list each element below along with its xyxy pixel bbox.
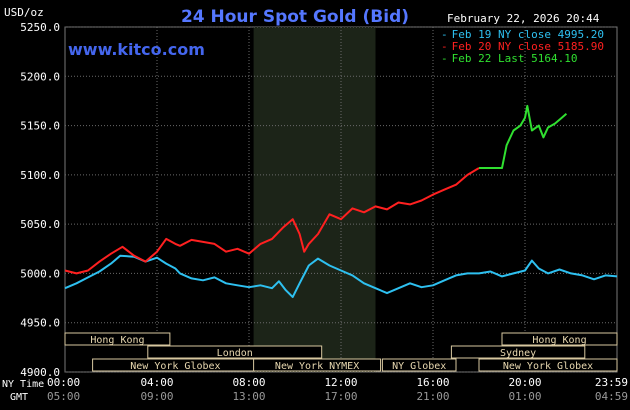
x-tick-label-ny: 12:00 [324, 376, 357, 389]
market-session-box [147, 345, 323, 359]
x-tick-label-ny: 08:00 [232, 376, 265, 389]
chart-title: 24 Hour Spot Gold (Bid) [181, 7, 409, 27]
nymex-session-shade [253, 27, 376, 372]
price-series [64, 104, 618, 299]
series-line-1 [64, 167, 480, 275]
y-axis-unit: USD/oz [4, 6, 44, 19]
x-tick-label-gmt: 17:00 [324, 390, 357, 403]
x-tick-label-gmt: 04:59 [595, 390, 628, 403]
grid [65, 26, 617, 373]
x-tick-label-ny: 00:00 [47, 376, 80, 389]
x-tick-label-gmt: 21:00 [416, 390, 449, 403]
market-session-box [478, 358, 618, 372]
x-tick-label-gmt: 05:00 [47, 390, 80, 403]
y-tick-label: 4900.0 [20, 366, 60, 379]
x-tick-label-gmt: 09:00 [140, 390, 173, 403]
market-session-box [501, 332, 618, 346]
watermark: www.kitco.com [68, 40, 205, 59]
gmt-row-label: GMT [10, 392, 28, 403]
market-session-label: New York Globex [503, 361, 593, 372]
x-tick-label-ny: 16:00 [416, 376, 449, 389]
x-tick-label-gmt: 01:00 [508, 390, 541, 403]
market-session-label: Hong Kong [90, 335, 144, 346]
x-tick-label-ny: 04:00 [140, 376, 173, 389]
y-tick-label: 5100.0 [20, 169, 60, 182]
y-tick-label: 4950.0 [20, 317, 60, 330]
y-tick-label: 5000.0 [20, 267, 60, 280]
series-line-0 [64, 254, 618, 299]
market-session-box [253, 358, 382, 372]
x-tick-label-ny: 20:00 [508, 376, 541, 389]
market-session-box [64, 332, 171, 346]
y-tick-label: 5150.0 [20, 120, 60, 133]
x-tick-label-ny: 23:59 [595, 376, 628, 389]
legend-item-feb22: - Feb 22 Last 5164.10 [441, 52, 577, 65]
market-session-label: London [217, 348, 253, 359]
market-session-box [381, 358, 457, 372]
y-tick-label: 5050.0 [20, 218, 60, 231]
legend-item-feb19: - Feb 19 NY close 4995.20 [441, 28, 604, 41]
market-session-label: Hong Kong [532, 335, 586, 346]
market-session-label: New York NYMEX [275, 361, 359, 372]
market-sessions: Hong Kong London New York Globex New York N… [64, 332, 618, 372]
series-line-2 [479, 104, 568, 169]
market-session-label: NY Globex [392, 361, 446, 372]
legend: - Feb 19 NY close 4995.20 - Feb 20 NY clos… [441, 28, 604, 65]
market-session-label: Sydney [500, 348, 536, 359]
ny-time-row-label: NY Time [2, 379, 44, 390]
legend-item-feb20: - Feb 20 NY close 5185.90 [441, 40, 604, 53]
market-session-label: New York Globex [130, 361, 220, 372]
y-tick-label: 5250.0 [20, 21, 60, 34]
timestamp: February 22, 2026 20:44 [447, 12, 600, 25]
y-tick-label: 5200.0 [20, 70, 60, 83]
y-axis-tick-labels: 5250.0 5200.0 5150.0 5100.0 5050.0 5000.0 4950… [20, 21, 60, 379]
x-tick-label-gmt: 13:00 [232, 390, 265, 403]
market-session-box [450, 345, 586, 359]
